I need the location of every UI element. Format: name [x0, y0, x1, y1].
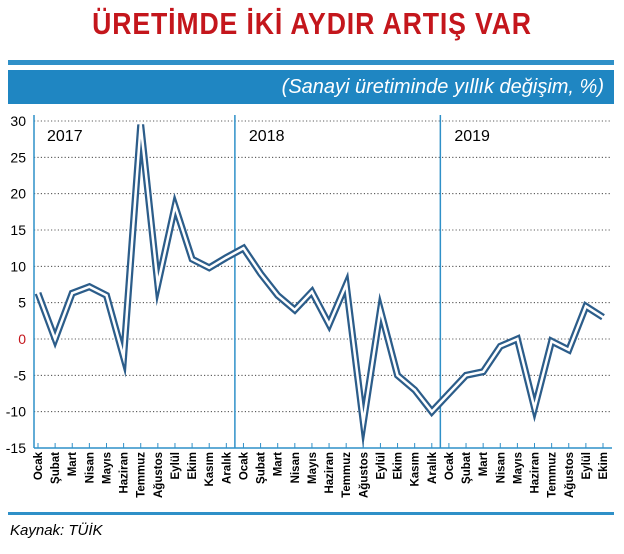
- data-point: [173, 204, 177, 208]
- bottom-rule: [8, 512, 614, 515]
- x-tick-label: Temmuz: [136, 452, 148, 498]
- y-tick-label: 15: [10, 222, 26, 238]
- x-tick-label: Mayıs: [307, 452, 319, 484]
- x-tick-label: Eylül: [581, 452, 593, 479]
- data-point: [225, 256, 228, 259]
- x-tick-label: Eylül: [170, 452, 182, 479]
- header-band: [8, 60, 614, 65]
- data-point: [499, 345, 502, 348]
- series-line-outer: [34, 124, 605, 449]
- series-line-inner: [36, 124, 604, 432]
- x-tick-label: Mart: [478, 452, 490, 476]
- x-tick-label: Temmuz: [341, 452, 353, 498]
- data-point: [379, 308, 382, 312]
- x-tick-label: Ekim: [393, 452, 405, 480]
- x-tick-label: Nisan: [495, 452, 507, 483]
- x-tick-label: Ocak: [444, 451, 456, 480]
- x-axis: Ocak Şubat Mart Nisan Mayıs Haziran Temmuz Ağus…: [33, 443, 610, 498]
- data-point: [53, 337, 57, 341]
- x-tick-label: Haziran: [324, 452, 336, 494]
- x-tick-label: Mayıs: [101, 452, 113, 484]
- data-point: [105, 294, 108, 297]
- series-line: [34, 123, 605, 449]
- data-point: [396, 374, 399, 377]
- data-point: [413, 388, 416, 392]
- y-tick-label: 20: [10, 186, 26, 202]
- x-tick-label: Şubat: [50, 452, 62, 484]
- data-point: [242, 246, 245, 250]
- data-point: [88, 285, 91, 288]
- x-tick-label: Şubat: [256, 452, 268, 484]
- data-point: [481, 370, 485, 373]
- x-tick-label: Temmuz: [547, 452, 559, 498]
- y-tick-label: 5: [18, 295, 26, 311]
- x-tick-label: Nisan: [290, 452, 302, 483]
- x-tick-label: Mayıs: [512, 452, 524, 484]
- source-note: Kaynak: TÜİK: [10, 522, 103, 539]
- y-tick-label: 30: [10, 113, 26, 129]
- y-axis: 30 25 20 15 10 5 0 -5 -10 -15: [6, 113, 26, 456]
- y-tick-label: 10: [10, 258, 26, 274]
- line-chart: 2017 2018 2019 30 25 20 15 10 5 0 -5 -10 -15 Ocak Şu…: [6, 113, 612, 498]
- data-point: [310, 290, 314, 293]
- x-tick-label: Haziran: [530, 452, 542, 494]
- x-tick-label: Ekim: [187, 452, 199, 480]
- y-tick-label: 25: [10, 149, 26, 165]
- data-point: [259, 272, 262, 275]
- x-tick-label: Mart: [273, 452, 285, 476]
- data-point: [601, 316, 605, 319]
- year-label: 2018: [249, 128, 285, 145]
- x-tick-label: Şubat: [461, 452, 473, 484]
- data-point: [156, 283, 160, 286]
- y-tick-label: -10: [6, 404, 26, 420]
- x-tick-label: Nisan: [84, 452, 96, 483]
- page-title: ÜRETİMDE İKİ AYDIR ARTIŞ VAR: [92, 6, 532, 41]
- data-point: [584, 305, 588, 308]
- x-tick-label: Aralık: [221, 451, 233, 484]
- x-tick-label: Kasım: [204, 452, 216, 487]
- data-point: [567, 348, 570, 352]
- chart-grid: [33, 115, 612, 449]
- x-tick-label: Haziran: [119, 452, 131, 494]
- x-tick-label: Ağustos: [358, 452, 370, 498]
- y-tick-label: -5: [14, 367, 27, 383]
- x-tick-label: Ekim: [598, 452, 610, 480]
- x-tick-label: Kasım: [410, 452, 422, 487]
- year-label: 2019: [454, 128, 490, 145]
- data-point: [293, 308, 297, 312]
- x-tick-label: Eylül: [375, 452, 387, 479]
- data-point: [36, 292, 40, 295]
- y-tick-label: -15: [6, 440, 26, 456]
- data-point: [71, 292, 74, 295]
- data-point: [430, 410, 433, 413]
- data-point: [139, 123, 142, 126]
- data-point: [533, 406, 536, 410]
- data-point: [327, 323, 331, 326]
- year-labels: 2017 2018 2019: [47, 128, 490, 145]
- y-tick-label: 0: [18, 331, 26, 347]
- data-point: [464, 374, 468, 377]
- x-tick-label: Ağustos: [153, 452, 165, 498]
- year-dividers: [234, 115, 442, 448]
- x-tick-label: Ocak: [33, 451, 45, 480]
- x-tick-label: Ağustos: [564, 452, 576, 498]
- data-point: [344, 283, 348, 286]
- data-point: [190, 257, 194, 261]
- x-tick-label: Aralık: [427, 451, 439, 484]
- x-tick-label: Ocak: [238, 451, 250, 480]
- data-point: [362, 421, 365, 424]
- year-label: 2017: [47, 128, 83, 145]
- data-point: [516, 337, 519, 341]
- data-point: [208, 266, 211, 269]
- data-point: [550, 339, 553, 343]
- data-point: [122, 355, 125, 359]
- data-point: [276, 294, 279, 297]
- data-point: [447, 392, 451, 395]
- x-tick-label: Mart: [67, 452, 79, 476]
- chart-subtitle: (Sanayi üretiminde yıllık değişim, %): [8, 70, 614, 104]
